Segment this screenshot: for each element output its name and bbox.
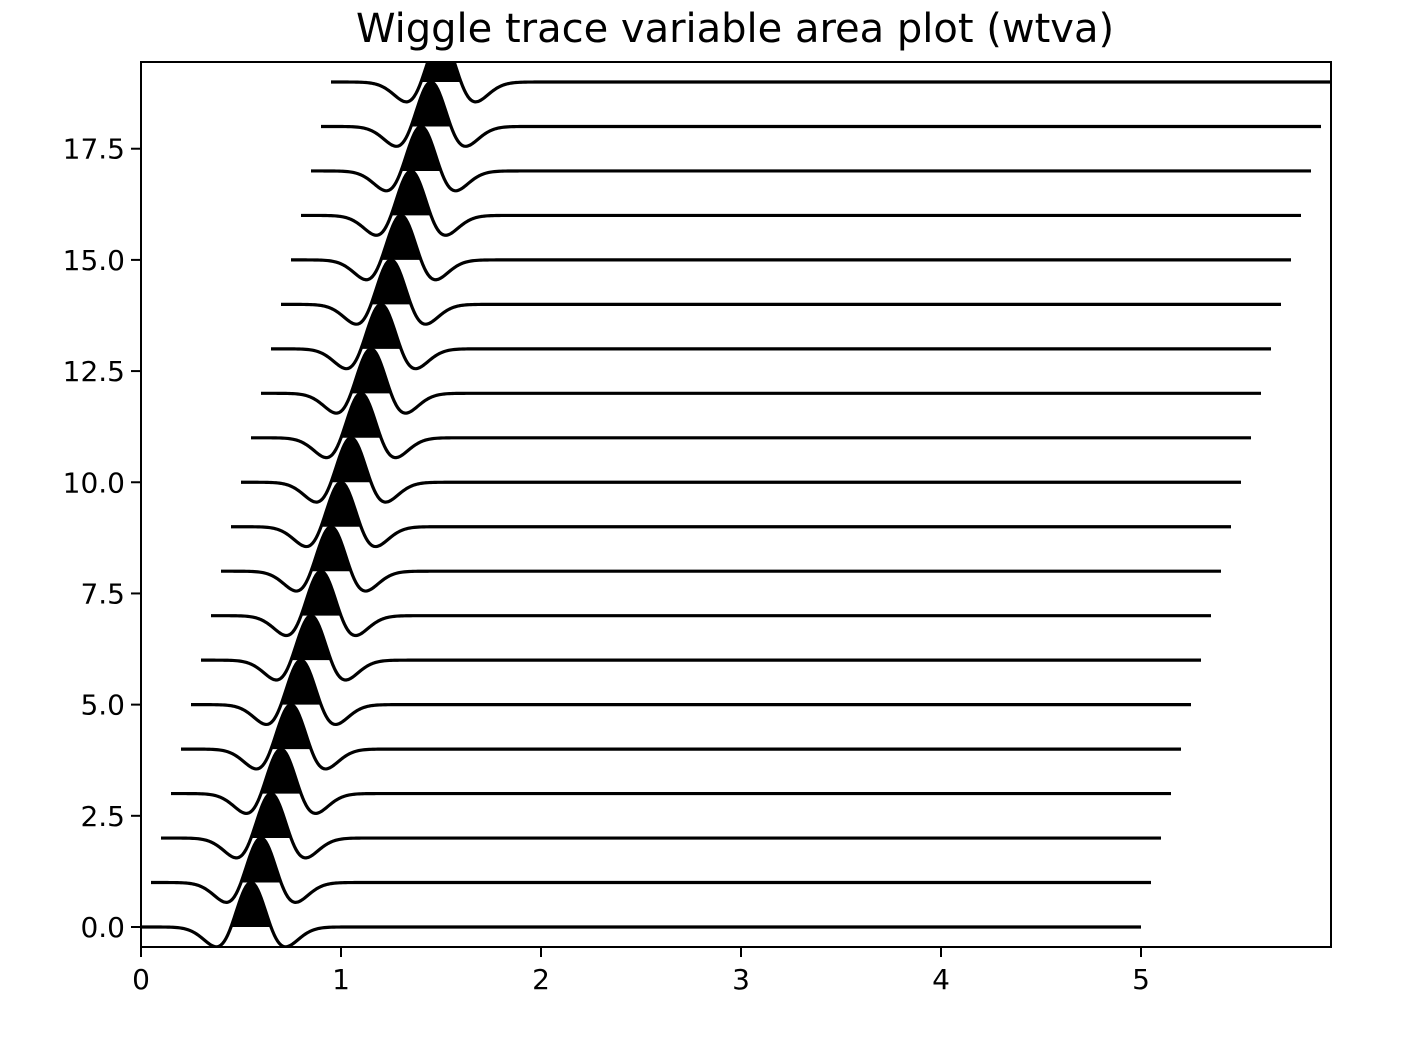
y-tick-label-2: 5.0 (80, 689, 125, 722)
x-tick-label-5: 5 (1132, 963, 1150, 996)
trace-fill-11 (341, 393, 381, 438)
trace-line-3 (171, 747, 1171, 816)
trace-fill-5 (281, 660, 321, 705)
trace-line-0 (141, 880, 1141, 947)
y-tick-label-1: 2.5 (80, 800, 125, 833)
trace-fill-13 (361, 304, 401, 349)
trace-fill-12 (351, 348, 391, 394)
trace-fill-14 (371, 259, 411, 305)
trace-line-7 (211, 569, 1211, 638)
plot-frame (140, 61, 1332, 948)
trace-line-14 (281, 258, 1281, 326)
y-tick-label-3: 7.5 (80, 577, 125, 610)
x-tick-label-2: 2 (532, 963, 550, 996)
trace-fill-6 (291, 615, 331, 661)
trace-fill-19 (421, 62, 461, 83)
y-axis: 0.0 2.5 5.0 7.5 10.0 12.5 15.0 17.5 (63, 133, 141, 944)
trace-fill-1 (241, 838, 281, 883)
trace-fill-3 (261, 749, 301, 794)
trace-fill-7 (301, 571, 341, 616)
y-tick-label-5: 12.5 (63, 355, 125, 388)
trace-line-18 (321, 80, 1321, 148)
y-tick-label-7: 17.5 (63, 133, 125, 166)
trace-line-12 (261, 347, 1261, 415)
plot-area (141, 62, 1331, 947)
trace-fill-8 (311, 526, 351, 572)
trace-fill-18 (411, 82, 451, 127)
trace-fill-9 (321, 482, 361, 527)
trace-line-8 (221, 525, 1221, 593)
trace-line-15 (291, 213, 1291, 282)
trace-line-17 (311, 124, 1311, 193)
trace-line-1 (151, 836, 1151, 904)
trace-fill-2 (251, 793, 291, 839)
chart-title: Wiggle trace variable area plot (wtva) (356, 6, 1114, 52)
x-axis: 0 1 2 3 4 5 (132, 947, 1150, 996)
x-tick-label-3: 3 (732, 963, 750, 996)
trace-fill-15 (381, 215, 421, 260)
trace-fill-10 (331, 437, 371, 483)
x-tick-label-1: 1 (332, 963, 350, 996)
trace-fill-17 (401, 126, 441, 171)
y-tick-label-6: 15.0 (63, 244, 125, 277)
y-tick-label-0: 0.0 (80, 911, 125, 944)
trace-line-6 (201, 614, 1201, 682)
trace-line-10 (241, 436, 1241, 504)
trace-fill-16 (391, 170, 431, 216)
trace-line-11 (251, 391, 1251, 460)
trace-fill-0 (231, 882, 271, 927)
x-tick-label-4: 4 (932, 963, 950, 996)
y-tick-label-4: 10.0 (63, 466, 125, 499)
trace-line-2 (161, 791, 1161, 860)
trace-line-19 (331, 62, 1331, 104)
trace-line-9 (231, 480, 1231, 549)
trace-fill-4 (271, 704, 311, 750)
trace-line-5 (191, 658, 1191, 727)
trace-line-16 (301, 169, 1301, 237)
trace-line-13 (271, 302, 1271, 371)
trace-line-4 (181, 703, 1181, 771)
x-tick-label-0: 0 (132, 963, 150, 996)
